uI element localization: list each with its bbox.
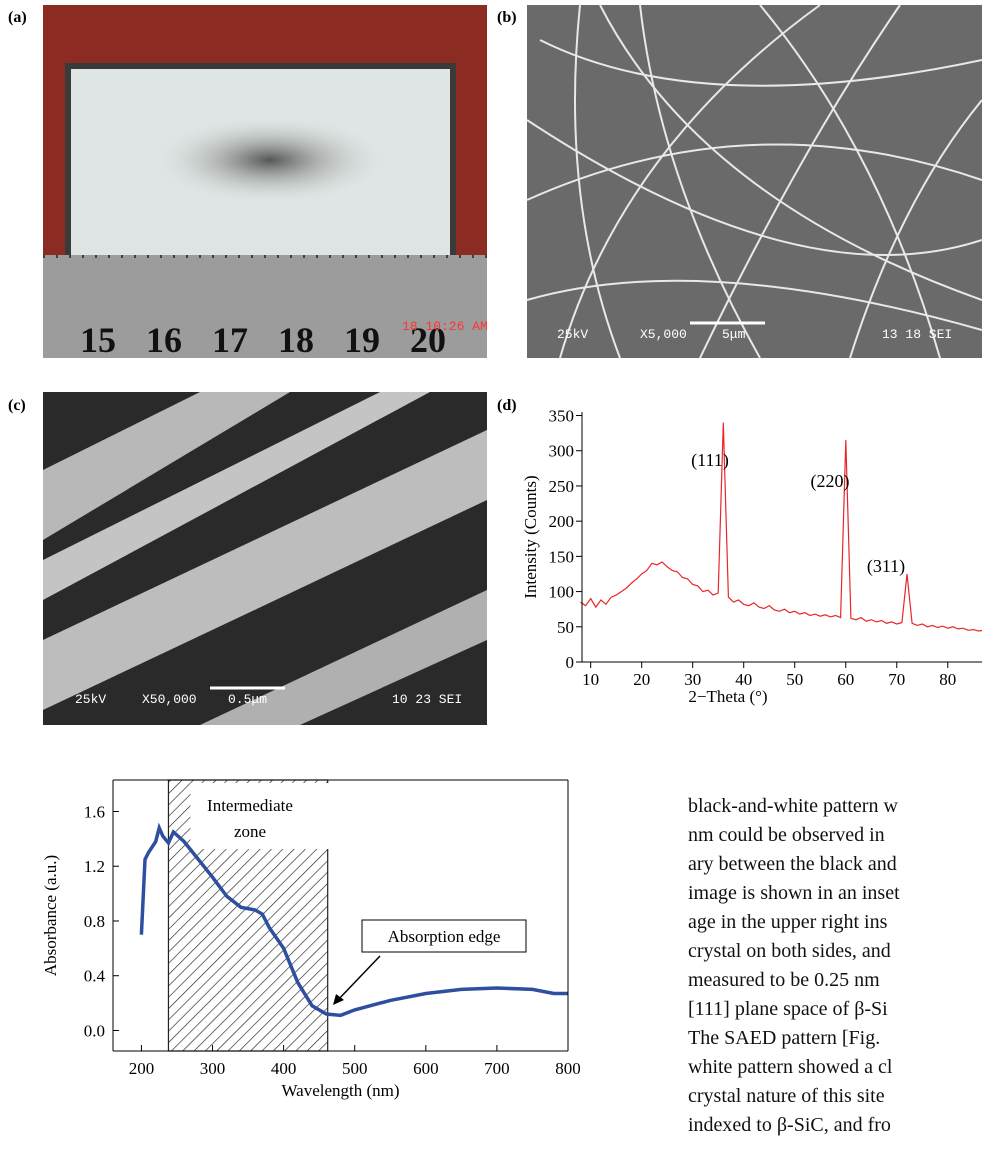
sem-info: 13 18 SEI: [882, 327, 952, 342]
y-tick-label: 0: [566, 653, 575, 672]
y-tick-label: 300: [549, 442, 575, 461]
y-tick-label: 50: [557, 618, 574, 637]
y-tick-label: 0.0: [84, 1021, 105, 1040]
edge-arrow: [336, 956, 380, 1002]
sem-info: 0.5μm: [228, 692, 267, 707]
y-tick-label: 200: [549, 512, 575, 531]
x-tick-label: 700: [484, 1059, 510, 1078]
ruler-number: 19: [344, 320, 380, 360]
y-tick-label: 250: [549, 477, 575, 496]
text-line: white pattern showed a cl: [688, 1053, 982, 1082]
x-tick-label: 600: [413, 1059, 439, 1078]
sem-info: X5,000: [640, 327, 687, 342]
y-tick-label: 100: [549, 583, 575, 602]
x-tick-label: 500: [342, 1059, 368, 1078]
y-tick-label: 0.8: [84, 912, 105, 931]
peak-label: (220): [811, 471, 850, 492]
x-axis-label: 2−Theta (°): [688, 687, 767, 706]
text-line: The SAED pattern [Fig.: [688, 1024, 982, 1053]
x-tick-label: 60: [837, 670, 854, 689]
sem-info: 25kV: [557, 327, 588, 342]
ruler-number: 15: [80, 320, 116, 360]
x-tick-label: 70: [888, 670, 905, 689]
ruler-number: 16: [146, 320, 182, 360]
y-axis-label: Intensity (Counts): [521, 475, 540, 598]
y-tick-label: 1.2: [84, 857, 105, 876]
ruler-number: 18: [278, 320, 314, 360]
panel-label: (c): [8, 397, 26, 414]
x-tick-label: 300: [200, 1059, 226, 1078]
x-tick-label: 200: [129, 1059, 155, 1078]
sem-info: X50,000: [142, 692, 197, 707]
text-line: [111] plane space of β-Si: [688, 995, 982, 1024]
text-line: measured to be 0.25 nm: [688, 966, 982, 995]
zone-label: zone: [234, 822, 266, 841]
x-tick-label: 20: [633, 670, 650, 689]
edge-label: Absorption edge: [388, 927, 501, 946]
y-tick-label: 1.6: [84, 802, 105, 821]
text-line: crystal nature of this site: [688, 1082, 982, 1111]
text-line: ary between the black and: [688, 850, 982, 879]
panel-label: (b): [497, 9, 517, 26]
y-tick-label: 150: [549, 547, 575, 566]
sem-info: 25kV: [75, 692, 106, 707]
sem-c: [43, 392, 487, 725]
y-axis-label: Absorbance (a.u.): [41, 855, 60, 976]
x-tick-label: 50: [786, 670, 803, 689]
y-tick-label: 350: [549, 407, 575, 426]
peak-label: (111): [691, 450, 729, 471]
x-axis-label: Wavelength (nm): [281, 1081, 399, 1100]
x-tick-label: 400: [271, 1059, 297, 1078]
sem-info: 10 23 SEI: [392, 692, 462, 707]
sem-info: 5μm: [722, 327, 746, 342]
text-line: image is shown in an inset: [688, 879, 982, 908]
y-tick-label: 0.4: [84, 967, 106, 986]
panel-label: (a): [8, 9, 27, 26]
text-line: nm could be observed in: [688, 821, 982, 850]
text-line: age in the upper right ins: [688, 908, 982, 937]
x-tick-label: 80: [939, 670, 956, 689]
photo-a: [43, 5, 487, 358]
x-tick-label: 800: [555, 1059, 581, 1078]
zone-label: Intermediate: [207, 796, 293, 815]
ruler-number: 17: [212, 320, 248, 360]
panel-label: (d): [497, 397, 517, 414]
peak-label: (311): [867, 556, 905, 577]
sem-b: [527, 5, 982, 358]
text-line: indexed to β-SiC, and fro: [688, 1111, 982, 1140]
text-line: crystal on both sides, and: [688, 937, 982, 966]
data-line: [581, 423, 982, 634]
x-tick-label: 10: [582, 670, 599, 689]
page: (a) (b) (c) (d) 15 16 17 18 19 20 18 10:26 AM 25kV X…: [0, 0, 982, 1153]
timestamp: 18 10:26 AM: [402, 319, 488, 334]
text-line: black-and-white pattern w: [688, 792, 982, 821]
